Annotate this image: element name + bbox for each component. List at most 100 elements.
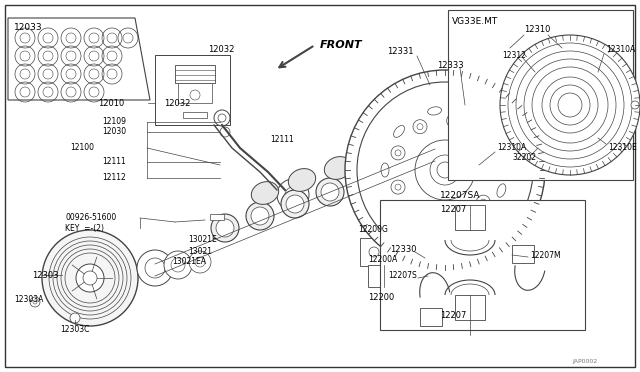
Circle shape: [451, 118, 457, 124]
Text: 13021E: 13021E: [188, 235, 217, 244]
Text: 12111: 12111: [270, 135, 294, 144]
Bar: [420, 308, 442, 326]
Bar: [210, 214, 224, 220]
Text: 32202: 32202: [512, 154, 536, 163]
Text: 00926-51600: 00926-51600: [65, 214, 116, 222]
Text: 13021EA: 13021EA: [172, 257, 206, 266]
Ellipse shape: [497, 184, 506, 197]
Text: 12207S: 12207S: [388, 270, 417, 279]
Circle shape: [476, 131, 490, 145]
Circle shape: [83, 271, 97, 285]
Circle shape: [480, 135, 486, 141]
Text: 12207: 12207: [440, 311, 467, 320]
Bar: [455, 205, 485, 230]
Bar: [368, 265, 400, 287]
Ellipse shape: [497, 143, 506, 156]
Circle shape: [447, 114, 461, 128]
Circle shape: [251, 207, 269, 225]
Ellipse shape: [394, 203, 404, 215]
Bar: [512, 245, 534, 263]
Text: 12111: 12111: [102, 157, 125, 167]
Ellipse shape: [358, 145, 386, 169]
Circle shape: [246, 202, 274, 230]
Text: 12331: 12331: [387, 48, 413, 57]
Bar: [175, 65, 215, 83]
Circle shape: [476, 195, 490, 209]
Text: 12207: 12207: [440, 205, 467, 215]
Text: 12010: 12010: [98, 99, 124, 108]
Circle shape: [356, 171, 374, 189]
Circle shape: [76, 264, 104, 292]
Circle shape: [33, 300, 37, 304]
Text: 12303C: 12303C: [60, 326, 90, 334]
Circle shape: [500, 35, 640, 175]
Text: 12033: 12033: [14, 23, 43, 32]
Circle shape: [189, 251, 211, 273]
Text: 12303A: 12303A: [14, 295, 44, 305]
Bar: [360, 238, 398, 266]
Text: 12207M: 12207M: [530, 250, 561, 260]
Circle shape: [430, 155, 460, 185]
Circle shape: [171, 258, 185, 272]
Circle shape: [480, 199, 486, 205]
Ellipse shape: [428, 225, 442, 233]
Circle shape: [413, 120, 427, 134]
Circle shape: [218, 114, 226, 122]
Circle shape: [195, 257, 205, 267]
Circle shape: [437, 162, 453, 178]
Circle shape: [70, 313, 80, 323]
Text: 12303: 12303: [32, 270, 58, 279]
Circle shape: [415, 140, 475, 200]
Text: 12310E: 12310E: [608, 144, 637, 153]
Circle shape: [357, 82, 533, 258]
Circle shape: [164, 251, 192, 279]
Ellipse shape: [548, 145, 572, 175]
Circle shape: [211, 214, 239, 242]
Circle shape: [137, 250, 173, 286]
Text: 12200A: 12200A: [368, 256, 397, 264]
Circle shape: [413, 206, 427, 220]
Circle shape: [286, 195, 304, 213]
Circle shape: [42, 230, 138, 326]
Circle shape: [426, 149, 444, 167]
Circle shape: [369, 247, 379, 257]
Circle shape: [216, 219, 234, 237]
Text: 12109: 12109: [102, 118, 126, 126]
Text: 12112: 12112: [102, 173, 125, 183]
Text: VG33E.MT: VG33E.MT: [452, 17, 499, 26]
Text: 12310A: 12310A: [606, 45, 636, 55]
Circle shape: [30, 297, 40, 307]
Circle shape: [190, 90, 200, 100]
Circle shape: [492, 167, 498, 173]
Text: 12333: 12333: [437, 61, 463, 70]
Text: 12100: 12100: [70, 144, 94, 153]
Text: 13021: 13021: [188, 247, 212, 257]
Circle shape: [316, 178, 344, 206]
Circle shape: [395, 150, 401, 156]
Circle shape: [421, 144, 449, 172]
Text: 12207SA: 12207SA: [440, 190, 481, 199]
Circle shape: [391, 159, 409, 177]
Text: KEY  =-(2): KEY =-(2): [65, 224, 104, 232]
Ellipse shape: [252, 182, 278, 204]
Text: FRONT: FRONT: [320, 40, 363, 50]
Ellipse shape: [381, 163, 389, 177]
Circle shape: [345, 70, 545, 270]
Ellipse shape: [394, 134, 422, 156]
Circle shape: [488, 163, 502, 177]
Text: 12032: 12032: [208, 45, 234, 55]
Bar: [155, 55, 230, 125]
Ellipse shape: [468, 217, 481, 227]
Circle shape: [447, 212, 461, 226]
Circle shape: [552, 152, 568, 168]
Bar: [183, 112, 207, 118]
Text: 12330: 12330: [390, 246, 417, 254]
Ellipse shape: [394, 125, 404, 137]
Circle shape: [321, 183, 339, 201]
Bar: [178, 83, 212, 103]
Circle shape: [391, 146, 405, 160]
Text: 12310: 12310: [524, 26, 550, 35]
Bar: [448, 10, 633, 180]
Circle shape: [214, 110, 230, 126]
Circle shape: [386, 154, 414, 182]
